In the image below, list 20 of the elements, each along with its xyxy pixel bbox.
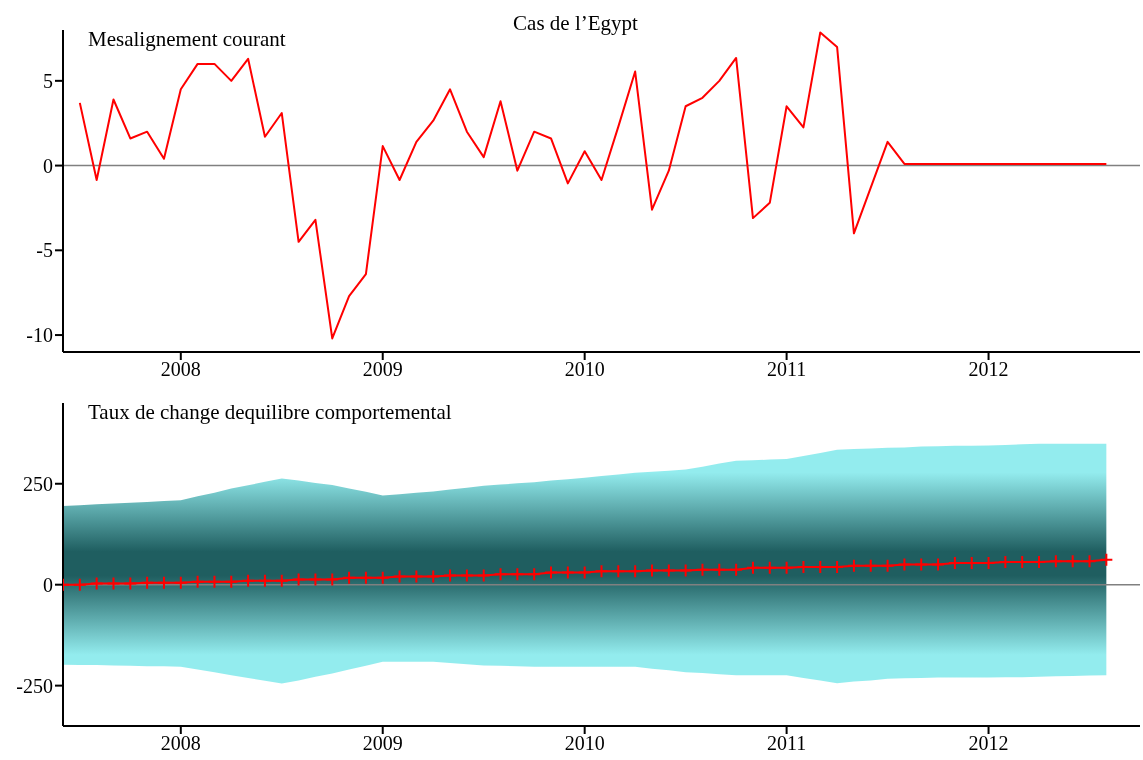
x-tick-label: 2009 [362, 358, 403, 381]
x-tick-label: 2012 [968, 732, 1009, 755]
chart-subtitle: Mesalignement courant [88, 27, 286, 52]
x-tick-label: 2010 [564, 732, 605, 755]
x-tick-label: 2012 [968, 358, 1009, 381]
y-tick-label: -250 [16, 674, 53, 697]
x-tick-label: 2011 [766, 358, 807, 381]
y-tick-label: -5 [36, 239, 53, 262]
x-tick-label: 2011 [766, 732, 807, 755]
y-tick-label: 0 [43, 154, 53, 177]
y-tick-label: 5 [43, 69, 53, 92]
x-tick-label: 2008 [160, 358, 201, 381]
chart-title: Cas de l’Egypt [513, 11, 638, 35]
y-tick-label: 250 [23, 472, 53, 495]
y-tick-label: 0 [43, 573, 53, 596]
x-tick-label: 2008 [160, 732, 201, 755]
x-tick-label: 2010 [564, 358, 605, 381]
y-tick-label: -10 [26, 324, 53, 347]
chart-title: Taux de change dequilibre comportemental [88, 400, 452, 425]
x-tick-label: 2009 [362, 732, 403, 755]
